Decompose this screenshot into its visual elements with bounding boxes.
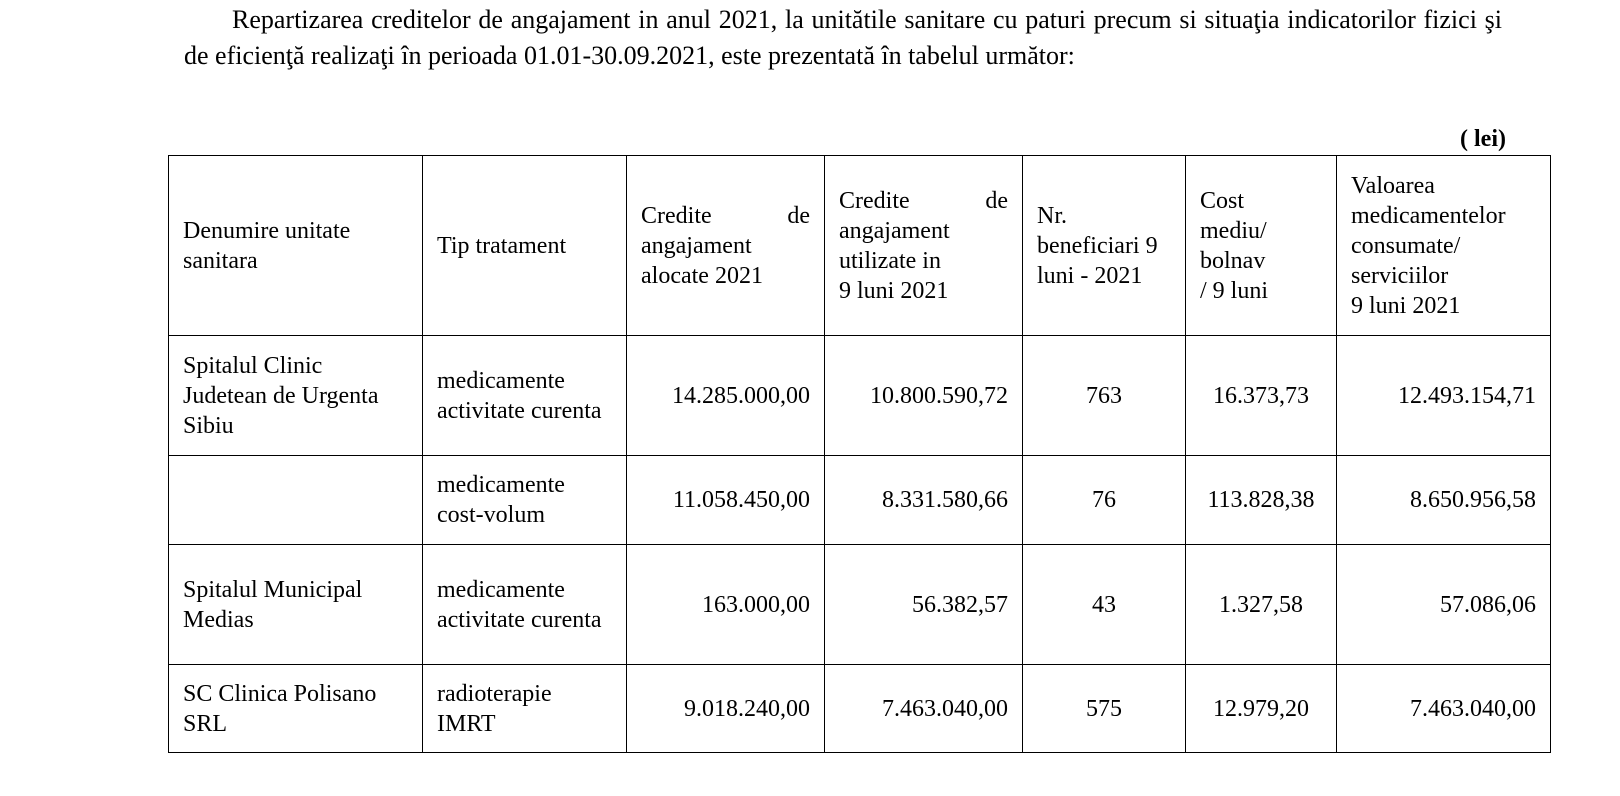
cell-credite-utilizate: 56.382,57 [824,544,1023,665]
header-nr-beneficiari: Nr. beneficiari 9 luni - 2021 [1022,155,1186,336]
header-cost-mediu-line: bolnav [1200,247,1266,274]
cell-valoare: 57.086,06 [1336,544,1551,665]
header-nr-beneficiari-line: beneficiari 9 [1037,232,1158,259]
cell-credite-alocate: 11.058.450,00 [626,455,825,545]
cell-credite-alocate: 163.000,00 [626,544,825,665]
table-row: SC Clinica Polisano SRL radioterapie IMR… [168,664,1551,753]
cell-cost-mediu: 113.828,38 [1185,455,1337,545]
header-credite-utilizate-line: angajament [839,217,950,244]
table-row: Spitalul Municipal Medias medicamente ac… [168,544,1551,665]
header-cost-mediu-line: mediu/ [1200,217,1267,244]
cell-credite-alocate: 9.018.240,00 [626,664,825,753]
cell-beneficiari: 43 [1022,544,1186,665]
table-row: Spitalul Clinic Judetean de Urgenta Sibi… [168,335,1551,456]
cell-unit: SC Clinica Polisano SRL [168,664,423,753]
header-denumire-unitate: Denumire unitate sanitara [168,155,423,336]
header-credite-alocate: Credite de angajament alocate 2021 [626,155,825,336]
cell-valoare: 8.650.956,58 [1336,455,1551,545]
cell-beneficiari: 575 [1022,664,1186,753]
table-row: medicamente cost-volum 11.058.450,00 8.3… [168,455,1551,545]
header-credite-utilizate-line: utilizate in [839,247,941,274]
header-valoarea-medicamentelor: Valoarea medicamentelor consumate/ servi… [1336,155,1551,336]
cell-tratament: medicamente cost-volum [422,455,627,545]
cell-unit [168,455,423,545]
header-valoarea-line: 9 luni 2021 [1351,292,1461,319]
cell-tratament: medicamente activitate curenta [422,544,627,665]
header-valoarea-line: serviciilor [1351,262,1449,289]
cell-credite-utilizate: 7.463.040,00 [824,664,1023,753]
header-credite-utilizate: Credite de angajament utilizate in 9 lun… [824,155,1023,336]
header-valoarea-line: Valoarea [1351,172,1435,199]
cell-credite-utilizate: 8.331.580,66 [824,455,1023,545]
table-header-row: Denumire unitate sanitara Tip tratament … [168,155,1551,336]
header-cost-mediu-line: / 9 luni [1200,277,1269,304]
credits-table: Denumire unitate sanitara Tip tratament … [168,155,1551,753]
header-cost-mediu: Cost mediu/ bolnav / 9 luni [1185,155,1337,336]
header-credite-alocate-line: alocate 2021 [641,262,763,289]
cell-credite-utilizate: 10.800.590,72 [824,335,1023,456]
cell-cost-mediu: 16.373,73 [1185,335,1337,456]
cell-beneficiari: 76 [1022,455,1186,545]
cell-valoare: 12.493.154,71 [1336,335,1551,456]
intro-paragraph: Repartizarea creditelor de angajament in… [184,5,1502,70]
header-credite-utilizate-line: Credite de [839,187,1008,214]
header-nr-beneficiari-line: luni - 2021 [1037,262,1143,289]
cell-valoare: 7.463.040,00 [1336,664,1551,753]
cell-credite-alocate: 14.285.000,00 [626,335,825,456]
cell-tratament: medicamente activitate curenta [422,335,627,456]
header-valoarea-line: medicamentelor [1351,202,1506,229]
header-credite-alocate-line: Credite de [641,202,810,229]
cell-tratament: radioterapie IMRT [422,664,627,753]
currency-unit-note: ( lei) [1460,126,1506,152]
cell-unit: Spitalul Municipal Medias [168,544,423,665]
cell-cost-mediu: 1.327,58 [1185,544,1337,665]
header-credite-utilizate-line: 9 luni 2021 [839,277,949,304]
header-valoarea-line: consumate/ [1351,232,1461,259]
header-nr-beneficiari-line: Nr. [1037,202,1067,229]
header-tip-tratament: Tip tratament [422,155,627,336]
cell-cost-mediu: 12.979,20 [1185,664,1337,753]
cell-beneficiari: 763 [1022,335,1186,456]
header-cost-mediu-line: Cost [1200,187,1245,214]
cell-unit: Spitalul Clinic Judetean de Urgenta Sibi… [168,335,423,456]
header-credite-alocate-line: angajament [641,232,752,259]
